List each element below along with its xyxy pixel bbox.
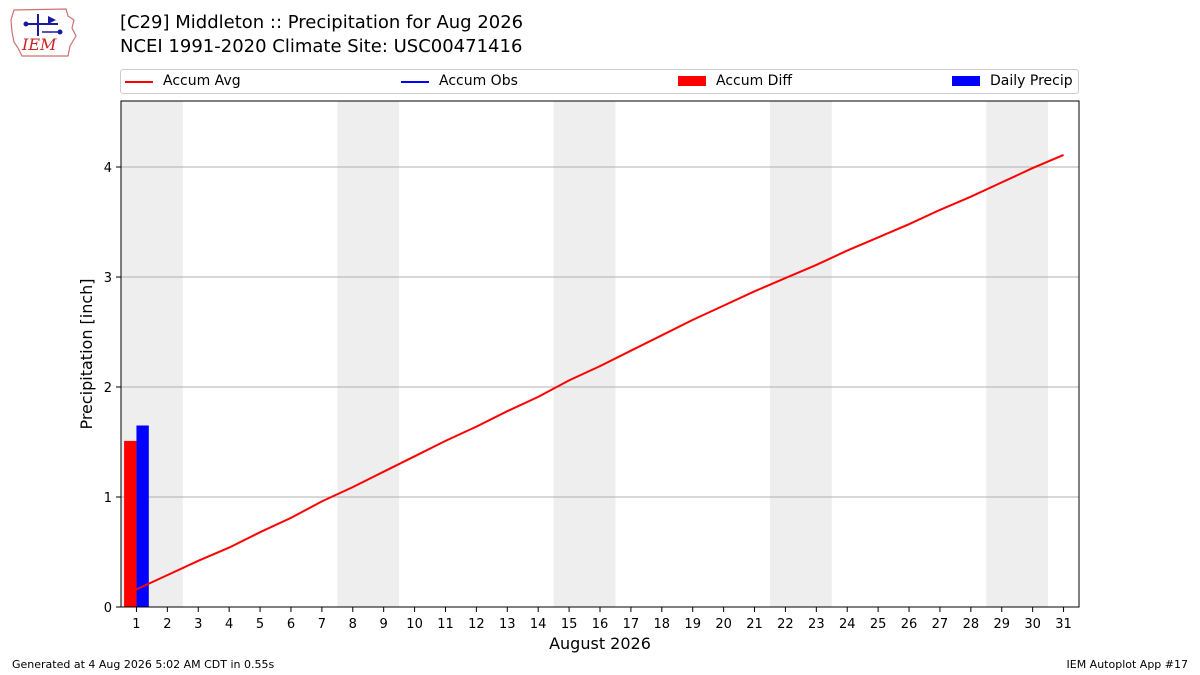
y-tick-label: 3: [104, 271, 112, 286]
x-tick-label: 15: [561, 617, 578, 632]
y-tick-label: 2: [104, 381, 112, 396]
x-tick-label: 2: [163, 617, 171, 632]
chart-legend: Accum Avg Accum Obs Accum Diff Daily Pre…: [120, 69, 1079, 94]
weekend-band: [553, 101, 616, 607]
logo-text: IEM: [21, 35, 57, 54]
legend-label: Accum Diff: [716, 73, 793, 89]
x-tick-label: 6: [287, 617, 295, 632]
legend-patch-swatch: [678, 76, 706, 86]
x-tick-label: 3: [194, 617, 202, 632]
x-tick-label: 28: [963, 617, 980, 632]
x-tick-label: 26: [901, 617, 918, 632]
weekend-shading-group: [121, 101, 1049, 607]
x-tick-label: 4: [225, 617, 233, 632]
x-axis-label: August 2026: [549, 634, 651, 653]
y-tick-label: 1: [104, 491, 112, 506]
x-tick-label: 10: [406, 617, 423, 632]
x-tick-label: 9: [380, 617, 388, 632]
x-tick-label: 27: [932, 617, 949, 632]
x-tick-label: 24: [839, 617, 856, 632]
y-axis-label: Precipitation [inch]: [77, 278, 96, 429]
legend-line-swatch: [125, 81, 153, 83]
bar-accum-diff: [124, 440, 137, 607]
x-tick-label: 11: [437, 617, 454, 632]
x-tick-label: 13: [499, 617, 516, 632]
x-tick-label: 20: [715, 617, 732, 632]
weekend-band: [986, 101, 1049, 607]
data-marks-group: [124, 153, 1064, 607]
x-tick-label: 29: [993, 617, 1010, 632]
x-tick-label: 30: [1024, 617, 1041, 632]
legend-label: Daily Precip: [990, 73, 1073, 89]
y-axis: 0 1 2 3 4: [104, 161, 121, 616]
legend-label: Accum Obs: [439, 73, 518, 89]
app-credit: IEM Autoplot App #17: [1066, 658, 1189, 671]
generated-timestamp: Generated at 4 Aug 2026 5:02 AM CDT in 0…: [12, 658, 275, 671]
x-tick-label: 8: [349, 617, 357, 632]
x-tick-label: 19: [684, 617, 701, 632]
weekend-band: [337, 101, 400, 607]
y-tick-label: 0: [104, 601, 112, 616]
weekend-band: [769, 101, 832, 607]
x-tick-label: 12: [468, 617, 485, 632]
x-tick-label: 22: [777, 617, 794, 632]
x-tick-label: 16: [592, 617, 609, 632]
legend-line-swatch: [401, 81, 429, 83]
line-accum-avg: [136, 153, 1064, 591]
bar-daily-precip: [136, 425, 149, 607]
x-tick-label: 21: [746, 617, 763, 632]
chart-title: [C29] Middleton :: Precipitation for Aug…: [120, 12, 524, 33]
x-axis: 1 2 3 4 5 6 7 8 9 10 11 12 13 14 15 16 17 18 19 20 21 22 23 24 2…: [132, 607, 1072, 632]
x-tick-label: 25: [870, 617, 887, 632]
x-tick-label: 14: [530, 617, 547, 632]
iem-logo: IEM: [10, 8, 77, 57]
x-tick-label: 7: [318, 617, 326, 632]
x-tick-label: 23: [808, 617, 825, 632]
y-tick-label: 4: [104, 161, 112, 176]
x-tick-label: 18: [654, 617, 671, 632]
x-tick-label: 5: [256, 617, 264, 632]
legend-patch-swatch: [952, 76, 980, 86]
chart-subtitle: NCEI 1991-2020 Climate Site: USC00471416: [120, 36, 523, 57]
x-tick-label: 1: [132, 617, 140, 632]
gridlines-group: [121, 166, 1079, 498]
x-tick-label: 31: [1055, 617, 1072, 632]
legend-label: Accum Avg: [163, 73, 241, 89]
x-tick-label: 17: [623, 617, 640, 632]
